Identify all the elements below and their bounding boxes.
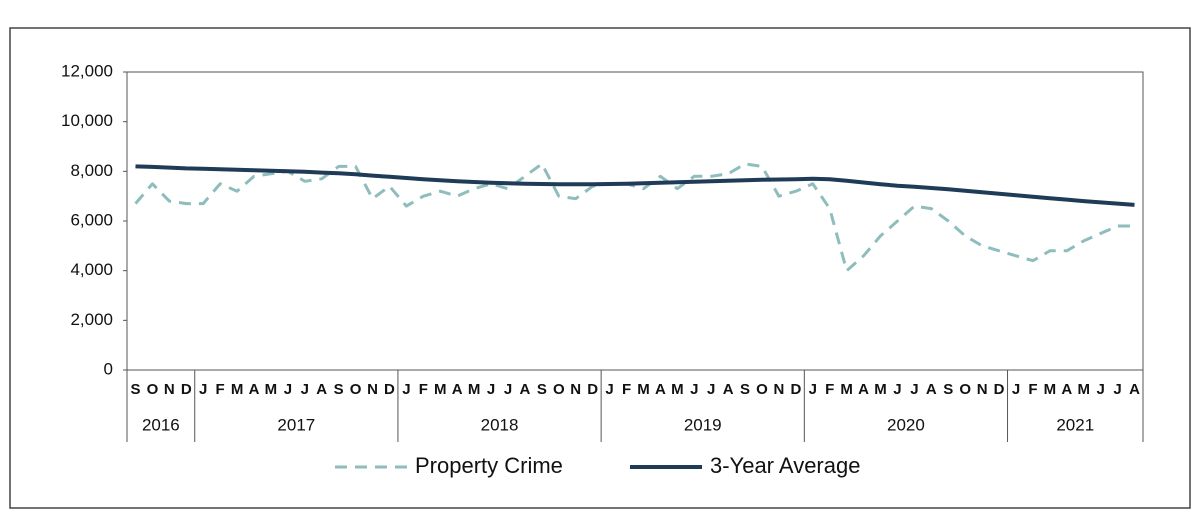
- x-tick-label: A: [926, 381, 937, 398]
- x-tick-label: M: [434, 381, 447, 398]
- x-tick-label: N: [977, 381, 988, 398]
- x-tick-label: O: [756, 381, 768, 398]
- x-tick-label: A: [1061, 381, 1072, 398]
- x-group-label: 2016: [142, 415, 180, 434]
- x-tick-label: J: [707, 381, 715, 398]
- x-tick-label: F: [1028, 381, 1037, 398]
- x-tick-label: D: [587, 381, 598, 398]
- x-tick-label: J: [809, 381, 817, 398]
- x-tick-label: O: [959, 381, 971, 398]
- x-tick-label: J: [301, 381, 309, 398]
- x-tick-label: J: [284, 381, 292, 398]
- x-tick-label: D: [181, 381, 192, 398]
- x-tick-label: M: [468, 381, 481, 398]
- x-tick-label: F: [622, 381, 631, 398]
- x-tick-label: J: [487, 381, 495, 398]
- x-tick-label: M: [637, 381, 650, 398]
- x-tick-label: A: [452, 381, 463, 398]
- x-tick-label: A: [655, 381, 666, 398]
- x-tick-label: J: [893, 381, 901, 398]
- x-tick-label: J: [504, 381, 512, 398]
- series-line: [135, 164, 1135, 207]
- x-tick-label: A: [249, 381, 260, 398]
- x-tick-label: O: [553, 381, 565, 398]
- x-tick-label: F: [825, 381, 834, 398]
- y-tick-label: 12,000: [61, 61, 113, 80]
- x-tick-label: O: [147, 381, 159, 398]
- y-tick-label: 0: [104, 359, 113, 378]
- x-tick-label: J: [1012, 381, 1020, 398]
- x-tick-label: J: [690, 381, 698, 398]
- x-tick-label: D: [384, 381, 395, 398]
- x-tick-label: M: [1044, 381, 1057, 398]
- x-tick-label: N: [164, 381, 175, 398]
- x-tick-label: O: [350, 381, 362, 398]
- y-tick-label: 8,000: [70, 161, 113, 180]
- x-group-label: 2017: [277, 415, 315, 434]
- x-tick-label: D: [994, 381, 1005, 398]
- chart-border: [9, 27, 1191, 509]
- x-tick-label: J: [1096, 381, 1104, 398]
- x-tick-label: N: [774, 381, 785, 398]
- x-tick-label: D: [790, 381, 801, 398]
- y-tick-label: 10,000: [61, 111, 113, 130]
- legend-label: 3-Year Average: [710, 453, 860, 478]
- y-tick-label: 6,000: [70, 210, 113, 229]
- x-tick-label: N: [367, 381, 378, 398]
- x-tick-label: F: [419, 381, 428, 398]
- y-tick-label: 4,000: [70, 260, 113, 279]
- x-group-label: 2021: [1056, 415, 1094, 434]
- x-tick-label: M: [671, 381, 684, 398]
- x-tick-label: J: [402, 381, 410, 398]
- x-tick-label: J: [199, 381, 207, 398]
- y-tick-label: 2,000: [70, 310, 113, 329]
- x-tick-label: M: [231, 381, 244, 398]
- x-tick-label: A: [520, 381, 531, 398]
- x-tick-label: J: [910, 381, 918, 398]
- series-line: [134, 162, 1135, 273]
- x-tick-label: N: [570, 381, 581, 398]
- x-tick-label: M: [1077, 381, 1090, 398]
- x-tick-label: S: [334, 381, 344, 398]
- x-tick-label: A: [858, 381, 869, 398]
- x-tick-label: S: [740, 381, 750, 398]
- plot-area: [126, 71, 1144, 371]
- x-tick-label: A: [1129, 381, 1140, 398]
- x-tick-label: S: [130, 381, 140, 398]
- x-tick-label: A: [316, 381, 327, 398]
- x-tick-label: J: [1113, 381, 1121, 398]
- legend-label: Property Crime: [415, 453, 563, 478]
- x-tick-label: S: [537, 381, 547, 398]
- x-group-label: 2019: [684, 415, 722, 434]
- x-tick-label: F: [216, 381, 225, 398]
- x-tick-label: S: [943, 381, 953, 398]
- x-group-label: 2018: [481, 415, 519, 434]
- x-tick-label: M: [265, 381, 278, 398]
- x-tick-label: A: [723, 381, 734, 398]
- x-tick-label: M: [874, 381, 887, 398]
- x-tick-label: M: [840, 381, 853, 398]
- x-tick-label: J: [605, 381, 613, 398]
- x-group-label: 2020: [887, 415, 925, 434]
